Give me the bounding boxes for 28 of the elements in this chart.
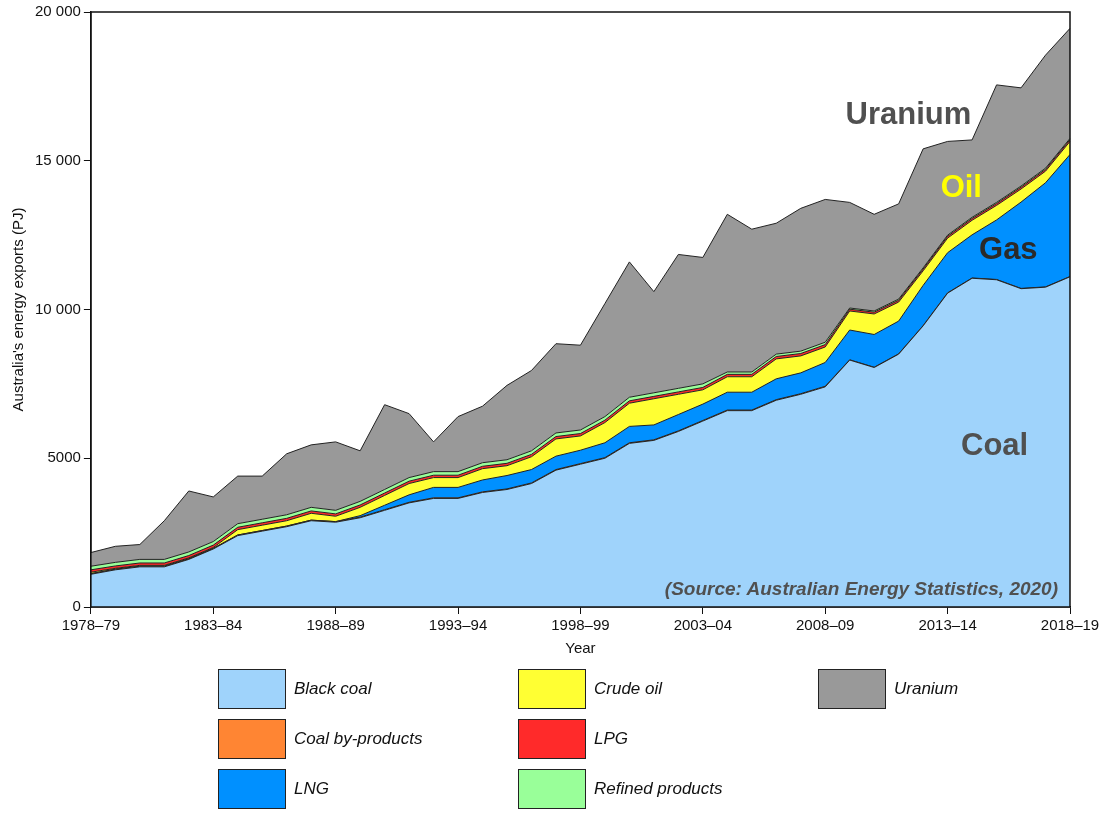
legend-label: LNG <box>294 779 329 799</box>
annotation: Oil <box>940 169 982 205</box>
x-tick-label: 1978–79 <box>61 616 121 634</box>
x-axis-title: Year <box>565 639 596 657</box>
y-axis-title: Australia's energy exports (PJ) <box>9 207 27 412</box>
legend-label: Refined products <box>594 779 723 799</box>
annotation: (Source: Australian Energy Statistics, 2020) <box>664 577 1058 599</box>
legend-label: Black coal <box>294 679 372 699</box>
annotation: Uranium <box>845 96 972 132</box>
x-tick-label: 1983–84 <box>184 616 243 634</box>
legend-label: Crude oil <box>594 679 663 699</box>
x-tick-label: 2018–19 <box>1040 616 1100 634</box>
legend-label: LPG <box>594 729 629 749</box>
y-tick-label: 15 000 <box>34 150 81 168</box>
x-tick-label: 1988–89 <box>306 616 365 634</box>
y-tick-label: 20 000 <box>34 2 81 20</box>
x-tick-label: 2013–14 <box>918 616 977 634</box>
y-tick-label: 5000 <box>47 448 81 466</box>
y-tick-label: 10 000 <box>34 299 81 317</box>
x-tick-label: 1993–94 <box>428 616 488 634</box>
legend-label: Uranium <box>894 679 959 699</box>
x-tick-label: 2008–09 <box>796 616 855 634</box>
legend-label: Coal by-products <box>294 729 423 749</box>
annotation: Coal <box>961 427 1029 463</box>
x-tick-label: 1998–99 <box>551 616 610 634</box>
annotation: Gas <box>979 230 1038 266</box>
x-tick-label: 2003–04 <box>673 616 733 634</box>
y-tick-label: 0 <box>72 597 81 615</box>
